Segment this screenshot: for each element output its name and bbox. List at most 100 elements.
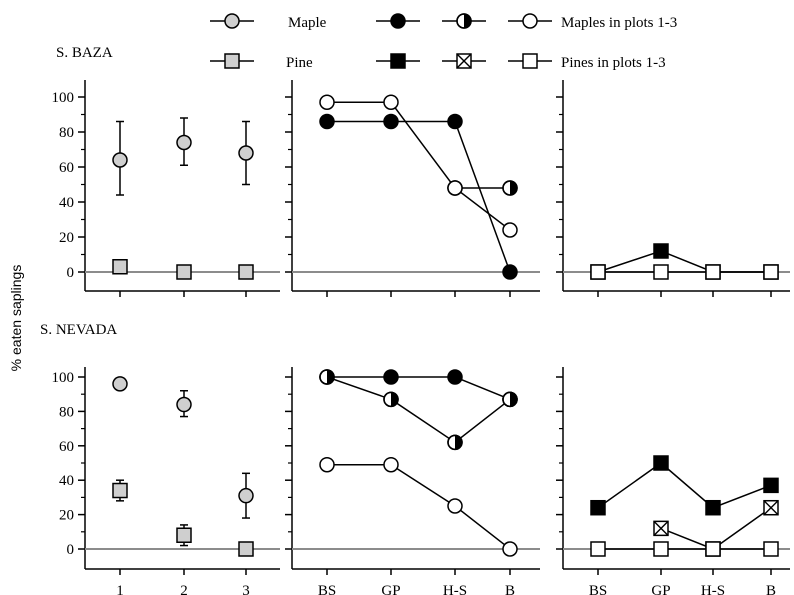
series-circle-grey	[112, 117, 254, 196]
legend-pines-plots-marker	[522, 53, 538, 69]
series-square-grey	[112, 479, 254, 557]
series-circle-black	[319, 113, 518, 280]
data-point	[383, 369, 399, 385]
y-tick-label: 40	[59, 195, 74, 211]
x-tick-label: H-S	[701, 583, 725, 595]
legend-label-pines-plots: Pines in plots 1-3	[561, 55, 666, 71]
legend-pine-marker-body	[224, 53, 240, 69]
data-point	[447, 369, 463, 385]
y-tick-label: 80	[59, 404, 74, 420]
legend-pine	[210, 53, 254, 69]
data-point	[383, 113, 399, 130]
series-circle-half	[319, 369, 518, 451]
data-point-outline	[447, 434, 463, 451]
legend-pine-filled-marker-body	[390, 53, 406, 69]
data-point-body	[319, 113, 335, 130]
y-tick-label: 100	[52, 90, 75, 106]
series-line	[327, 376, 511, 401]
data-point-body	[653, 455, 669, 471]
data-point	[590, 541, 606, 557]
legend-maple-filled-marker-body	[390, 13, 406, 29]
y-tick-label: 40	[59, 473, 74, 489]
data-point-body	[238, 541, 254, 557]
panel-nevada-pines: BS GP H-S B	[556, 367, 790, 595]
x-tick-label: B	[766, 583, 776, 595]
data-point-body	[653, 264, 669, 280]
legend-label-pine: Pine	[286, 55, 313, 71]
legend: Maple Maples in plots 1-3 Pine Pines in plo…	[210, 13, 677, 71]
data-point-body	[176, 527, 192, 543]
series-circle-white	[319, 94, 518, 238]
data-point	[502, 391, 518, 408]
data-point	[383, 456, 399, 473]
panel-nevada-maples: BS GP H-S B	[285, 367, 540, 595]
data-point	[502, 222, 518, 238]
data-point	[763, 477, 779, 494]
data-point	[319, 456, 335, 473]
data-point	[319, 113, 335, 130]
series-square-white	[590, 264, 779, 280]
legend-maple-half-marker	[456, 13, 472, 29]
series-line	[327, 463, 511, 550]
data-point-body	[447, 113, 463, 130]
panel-baza-plots: 0 20 40 60 80 100	[52, 80, 280, 297]
data-point	[653, 455, 669, 471]
data-point	[502, 180, 518, 196]
data-point	[653, 243, 669, 259]
data-point-body	[590, 264, 606, 280]
data-point	[653, 264, 669, 280]
series-line	[597, 250, 771, 273]
x-tick-label: 2	[180, 583, 188, 595]
data-point	[590, 499, 606, 516]
chart-panels: 0 20 40 60 80 100 0 20 40 60 80 100 1 2 3 BS GP H-S B BS GP H…	[52, 80, 790, 595]
y-tick-label: 80	[59, 125, 74, 141]
data-point	[705, 264, 721, 280]
data-point-body	[238, 264, 254, 280]
data-point	[112, 259, 128, 275]
x-tick-label: GP	[651, 583, 670, 595]
x-tick-label: 1	[116, 583, 124, 595]
series-line	[327, 101, 511, 231]
data-point-outline	[383, 391, 399, 408]
panel-baza-maples	[285, 80, 540, 297]
data-point	[383, 391, 399, 408]
y-tick-label: 0	[67, 542, 75, 558]
data-point-body	[502, 222, 518, 238]
legend-pine-marker	[224, 53, 240, 69]
data-point-body	[383, 113, 399, 130]
data-point-cross-b	[763, 500, 779, 516]
legend-pines-plots-marker-body	[522, 53, 538, 69]
legend-maple-marker	[224, 13, 240, 29]
data-point	[238, 541, 254, 557]
legend-pine-crossed-marker	[456, 53, 472, 69]
data-point-body	[112, 259, 128, 275]
data-point-body	[319, 456, 335, 473]
data-point	[447, 180, 463, 196]
data-point	[238, 264, 254, 280]
data-point-body	[502, 541, 518, 557]
legend-maples-plots-marker	[522, 13, 538, 29]
data-point	[176, 527, 192, 543]
x-tick-label: 3	[242, 583, 250, 595]
data-point	[447, 113, 463, 130]
data-point	[763, 541, 779, 557]
data-point-body	[176, 396, 192, 413]
data-point	[176, 134, 192, 151]
data-point	[705, 499, 721, 516]
section-title-nevada: S. NEVADA	[40, 322, 117, 338]
data-point	[763, 499, 779, 516]
series-circle-white	[319, 456, 518, 557]
series-square-black	[590, 455, 779, 516]
data-point-body	[447, 369, 463, 385]
legend-pine-crossed	[442, 53, 486, 69]
data-point-body	[238, 145, 254, 161]
legend-pines-plots	[508, 53, 552, 69]
legend-label-maple: Maple	[288, 15, 327, 31]
data-point-body	[705, 499, 721, 516]
series-circle-grey	[112, 376, 254, 519]
data-point	[112, 376, 128, 392]
y-axis-label: % eaten saplings	[8, 265, 24, 372]
y-tick-label: 60	[59, 160, 74, 176]
series-square-white	[590, 541, 779, 557]
data-point	[502, 264, 518, 280]
